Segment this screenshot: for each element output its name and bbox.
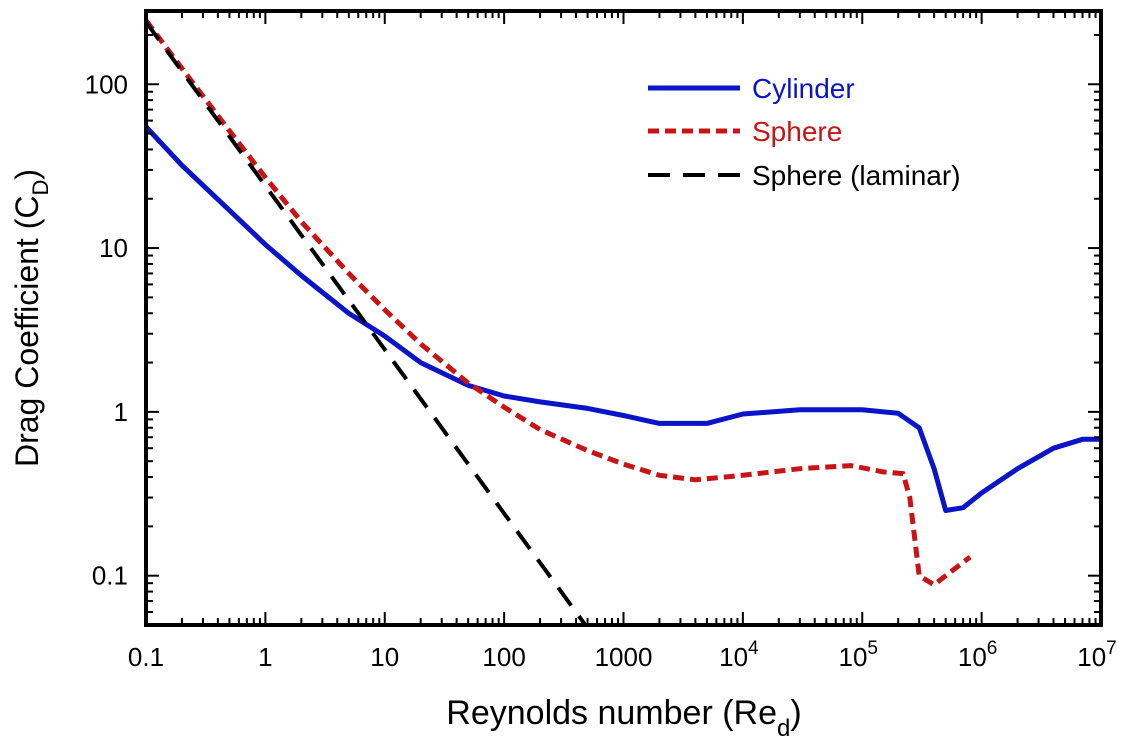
x-tick-label: 104 xyxy=(719,638,759,672)
x-axis-title-tail: ) xyxy=(790,694,801,732)
y-axis-title-tail: ) xyxy=(9,169,45,180)
y-tick-label: 100 xyxy=(85,69,128,99)
y-tick-label: 1 xyxy=(114,397,128,427)
tick-marks xyxy=(145,11,1102,626)
y-axis-title: Drag Coefficient (CD) xyxy=(9,169,53,467)
series-line-sphere-laminar xyxy=(146,20,588,625)
y-tick-label: 10 xyxy=(99,233,128,263)
x-tick-label-base: 10 xyxy=(719,642,748,672)
y-axis-title-subscript: D xyxy=(28,180,53,196)
x-tick-label: 100 xyxy=(482,642,525,672)
y-axis-title-text: Drag Coefficient (C xyxy=(9,196,45,468)
x-tick-label-exponent: 7 xyxy=(1106,638,1117,659)
x-tick-label: 1 xyxy=(258,642,272,672)
x-tick-labels: 0.1 1 10 100 1000 104 105 106 107 xyxy=(128,638,1117,672)
legend-label-cylinder: Cylinder xyxy=(752,73,855,104)
x-tick-label: 10 xyxy=(370,642,399,672)
y-tick-label: 0.1 xyxy=(92,561,128,591)
x-axis-title: Reynolds number (Red) xyxy=(446,694,801,742)
x-axis-title-subscript: d xyxy=(777,715,790,742)
series-line-sphere xyxy=(146,19,972,588)
legend-label-sphere-laminar: Sphere (laminar) xyxy=(752,160,961,191)
x-tick-label: 105 xyxy=(839,638,879,672)
x-tick-label: 106 xyxy=(958,638,998,672)
legend: Cylinder Sphere Sphere (laminar) xyxy=(648,73,961,191)
plot-frame xyxy=(144,9,1103,627)
legend-label-sphere: Sphere xyxy=(752,116,842,147)
x-tick-label-base: 10 xyxy=(958,642,987,672)
x-tick-label: 107 xyxy=(1077,638,1117,672)
x-tick-label-base: 10 xyxy=(1077,642,1106,672)
y-tick-labels: 0.1 1 10 100 xyxy=(85,69,128,590)
x-tick-label: 1000 xyxy=(595,642,653,672)
x-tick-label-exponent: 5 xyxy=(867,638,878,659)
x-tick-label-exponent: 6 xyxy=(987,638,998,659)
x-tick-label-exponent: 4 xyxy=(748,638,759,659)
x-tick-label: 0.1 xyxy=(128,642,164,672)
x-axis-title-text: Reynolds number (Re xyxy=(446,694,777,732)
series-line-cylinder xyxy=(146,125,1101,513)
x-tick-label-base: 10 xyxy=(839,642,868,672)
series-layer xyxy=(146,19,1101,625)
